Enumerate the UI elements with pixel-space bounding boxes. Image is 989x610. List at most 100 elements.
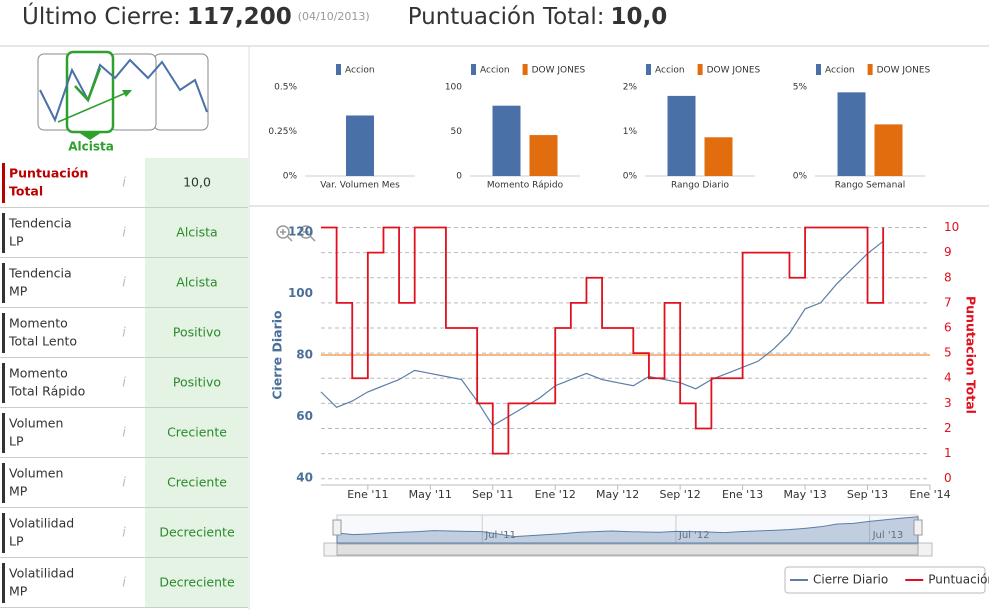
y2-tick-label: 10	[944, 220, 959, 234]
x-tick-label: Ene '14	[909, 488, 950, 501]
y-tick-label: 0%	[283, 172, 298, 182]
bar	[346, 115, 374, 176]
x-tick-label: Sep '12	[660, 488, 701, 501]
legend-label: Accion	[345, 66, 375, 76]
row-value: 10,0	[183, 175, 211, 190]
y-tick-label: 120	[288, 225, 313, 239]
legend-label: Accion	[655, 66, 685, 76]
value-cell	[145, 208, 248, 257]
legend-label: Accion	[825, 66, 855, 76]
legend-label: DOW JONES	[532, 66, 586, 76]
row-value: Positivo	[173, 375, 221, 390]
row-label: LP	[9, 234, 24, 249]
nav-handle[interactable]	[332, 519, 342, 536]
info-icon: i	[122, 576, 126, 591]
row-value: Creciente	[167, 425, 227, 440]
row-label: Total Rápido	[8, 384, 85, 399]
legend-swatch	[646, 64, 651, 75]
y-tick-label: 5%	[793, 83, 808, 93]
zoom-controls[interactable]	[276, 225, 316, 242]
row-marker	[2, 213, 5, 253]
x-tick-label: Sep '11	[472, 488, 513, 501]
legend-swatch	[697, 64, 703, 75]
value-cell	[145, 358, 248, 407]
row-label: Puntuación	[9, 166, 88, 181]
row-label: Total	[9, 184, 43, 199]
y2-tick-label: 8	[944, 270, 952, 284]
navigator-area	[336, 516, 919, 544]
y2-tick-label: 5	[944, 346, 952, 360]
x-label: Rango Diario	[671, 181, 730, 191]
info-icon: i	[122, 276, 126, 291]
last-close-label: Último Cierre:	[22, 2, 181, 30]
date: (04/10/2013)	[298, 10, 370, 23]
navigator	[336, 514, 919, 544]
y2-tick-label: 7	[944, 295, 952, 309]
value-cell	[145, 408, 248, 457]
x-tick-label: Ene '12	[535, 488, 576, 501]
signal-label: Alcista	[68, 140, 114, 154]
bar	[837, 92, 866, 176]
row-value: Creciente	[167, 475, 227, 490]
y-tick-label: 2%	[623, 83, 638, 93]
info-icon: i	[122, 526, 126, 541]
row-value: Alcista	[176, 275, 217, 290]
row-label: LP	[9, 434, 24, 449]
y-tick-label: 80	[296, 348, 313, 362]
legend-swatch	[471, 64, 476, 75]
y2-tick-label: 4	[944, 371, 952, 385]
value-cell	[145, 508, 248, 557]
row-marker	[2, 563, 5, 603]
x-tick-label: Sep '13	[847, 488, 888, 501]
legend-swatch	[522, 64, 528, 75]
y-tick-label: 0%	[623, 172, 638, 182]
y2-tick-label: 0	[944, 471, 952, 485]
row-label: Momento	[9, 316, 68, 331]
row-marker	[2, 513, 5, 553]
row-label: Volatilidad	[9, 516, 74, 531]
value-cell	[145, 258, 248, 307]
x-label: Rango Semanal	[835, 181, 906, 191]
row-label: MP	[9, 284, 28, 299]
scrollbar-thumb[interactable]	[336, 543, 919, 556]
nav-tick-label: Jul '13	[872, 530, 904, 541]
x-label: Momento Rápido	[487, 181, 564, 191]
row-label: Momento	[9, 366, 68, 381]
bar	[704, 137, 733, 176]
info-icon: i	[122, 476, 126, 491]
series-line	[321, 226, 885, 455]
row-label: MP	[9, 484, 28, 499]
info-icon: i	[122, 226, 126, 241]
y-tick-label: 1%	[623, 127, 638, 137]
y-tick-label: 0.25%	[268, 127, 297, 137]
legend-label: DOW JONES	[707, 66, 761, 76]
y-tick-label: 50	[451, 127, 463, 137]
row-label: Tendencia	[8, 216, 72, 231]
row-label: Volatilidad	[9, 566, 74, 581]
bar	[874, 124, 903, 176]
y2-axis-title: Punutacion Total	[964, 296, 979, 414]
legend-swatch	[867, 64, 873, 75]
info-icon: i	[122, 376, 126, 391]
last-close: 117,200	[187, 4, 292, 30]
y-tick-label: 0%	[793, 172, 808, 182]
value-cell	[145, 308, 248, 357]
nav-tick-label: Jul '11	[484, 530, 516, 541]
x-tick-label: Ene '13	[722, 488, 763, 501]
row-value: Decreciente	[159, 525, 235, 540]
x-tick-label: Ene '11	[347, 488, 388, 501]
nav-handle[interactable]	[913, 519, 923, 536]
y-tick-label: 0	[456, 172, 462, 182]
bar	[492, 105, 521, 176]
series-line	[320, 240, 884, 427]
row-marker	[2, 413, 5, 453]
x-tick-label: May '12	[596, 488, 639, 501]
row-label: MP	[9, 584, 28, 599]
row-label: LP	[9, 534, 24, 549]
x-label: Var. Volumen Mes	[320, 181, 400, 191]
score: 10,0	[610, 4, 667, 30]
y2-tick-label: 9	[944, 245, 952, 259]
info-icon: i	[122, 326, 126, 341]
